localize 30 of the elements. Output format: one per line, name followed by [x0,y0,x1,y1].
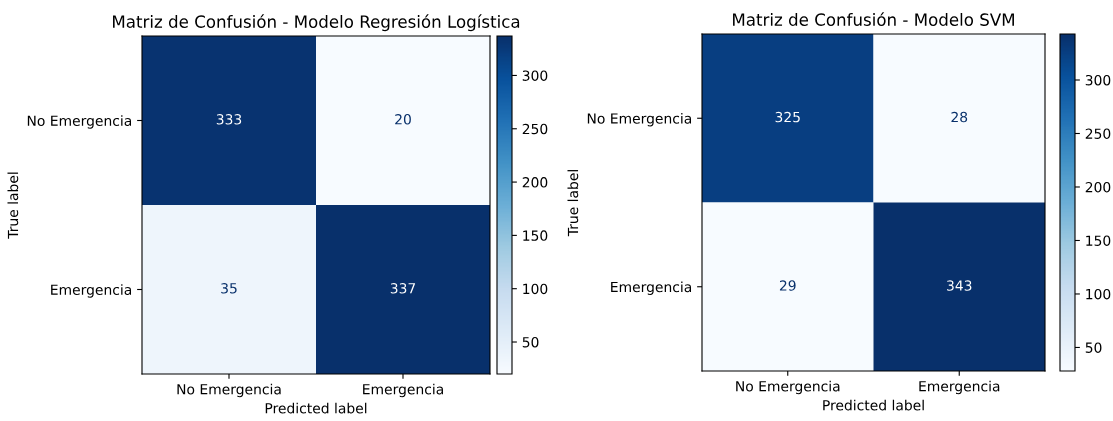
y-axis-title: True label [567,170,579,237]
x-axis-title: Predicted label [823,399,924,411]
chart-title: Matriz de Confusión - Modelo SVM [733,12,1014,26]
color-bar-label: 200 [1085,181,1111,193]
x-tick-label: Emergencia [919,380,1000,395]
color-bar-label: 100 [523,283,548,295]
data-label: 337 [390,283,416,294]
color-bar-label: 200 [522,177,548,188]
x-axis-title: Predicted label [265,402,367,414]
color-bar-label: 250 [522,123,548,135]
data-label: 28 [951,111,968,123]
data-label: 333 [216,114,242,125]
data-label: 29 [779,280,796,291]
color-bar-label: 100 [1086,288,1111,300]
color-bar-label: 300 [522,70,548,81]
x-tick-label: No Emergencia [736,380,840,395]
data-label: 343 [947,280,972,291]
y-axis-title: True label [7,172,19,239]
color-bar-label: 250 [1085,128,1111,139]
x-tick-label: No Emergencia [177,383,281,398]
color-bar-label: 150 [523,230,548,241]
chart-title: Matriz de Confusión - Modelo Regresión Logística [113,14,520,32]
data-label: 325 [775,111,800,123]
x-tick-label: Emergencia [363,383,443,398]
color-bar-label: 300 [1085,74,1111,86]
data-label: 20 [395,114,411,125]
data-label: 35 [221,283,237,294]
color-bar-label: 50 [1085,342,1102,353]
color-bar-label: 150 [1086,235,1111,246]
color-bar-label: 50 [522,336,539,348]
